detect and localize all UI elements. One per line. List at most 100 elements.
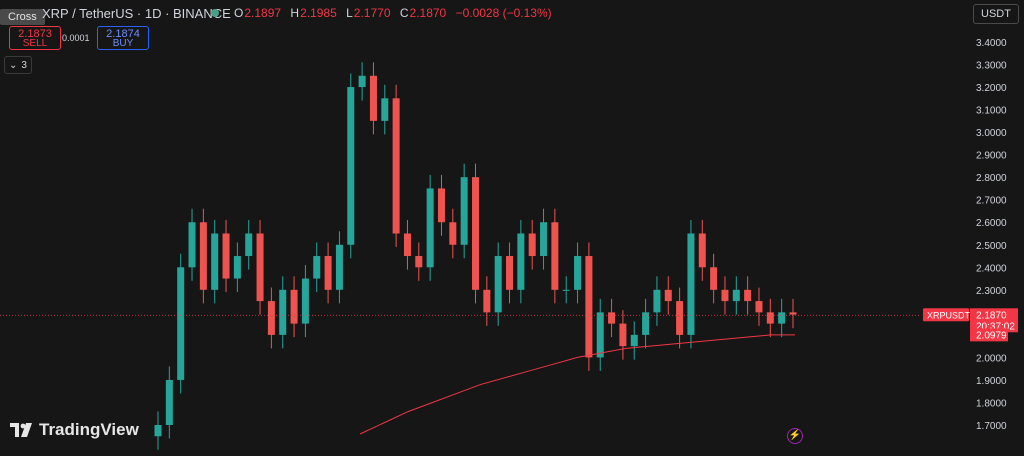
y-tick-label: 3.0000 bbox=[976, 128, 1007, 139]
indicators-toggle-button[interactable]: ⌄ 3 bbox=[4, 56, 32, 74]
candle bbox=[732, 289, 740, 302]
moving-average-line bbox=[359, 334, 795, 435]
candle bbox=[562, 289, 570, 291]
y-tick-label: 1.8000 bbox=[976, 398, 1007, 409]
y-tick-label: 3.2000 bbox=[976, 83, 1007, 94]
candle bbox=[766, 312, 774, 324]
candle bbox=[698, 233, 706, 268]
candle bbox=[687, 233, 695, 335]
candle bbox=[551, 222, 559, 290]
candle bbox=[585, 256, 593, 358]
candle bbox=[506, 256, 514, 290]
indicators-count: 3 bbox=[21, 59, 27, 71]
y-tick-label: 2.4000 bbox=[976, 263, 1007, 274]
candle bbox=[426, 188, 434, 268]
candle bbox=[313, 256, 321, 279]
candle bbox=[721, 289, 729, 302]
candle bbox=[664, 289, 672, 302]
crosshair-tooltip: Cross bbox=[0, 9, 45, 25]
sell-button[interactable]: 2.1873 SELL bbox=[9, 26, 61, 50]
candle bbox=[199, 222, 207, 290]
buy-label: BUY bbox=[112, 38, 134, 49]
candle bbox=[211, 233, 219, 290]
candle bbox=[619, 323, 627, 347]
candle bbox=[392, 98, 400, 234]
candle bbox=[188, 222, 196, 268]
lightning-icon[interactable]: ⚡ bbox=[787, 428, 803, 444]
market-status-icon[interactable] bbox=[211, 9, 219, 17]
candle bbox=[165, 379, 173, 425]
sell-label: SELL bbox=[22, 38, 48, 49]
candle bbox=[335, 244, 343, 290]
symbol-tag bbox=[923, 308, 969, 322]
candle bbox=[222, 233, 230, 279]
candle bbox=[778, 312, 786, 324]
candle bbox=[494, 256, 502, 313]
candle bbox=[403, 233, 411, 257]
candle bbox=[347, 87, 355, 245]
candle bbox=[574, 256, 582, 290]
candle bbox=[369, 75, 377, 121]
price-change: −0.0028 (−0.13%) bbox=[455, 6, 552, 20]
candle bbox=[472, 177, 479, 290]
candle bbox=[642, 312, 650, 335]
candle bbox=[301, 278, 309, 324]
spread-value: 0.0001 bbox=[62, 33, 90, 43]
last-price-label: 2.1870 bbox=[976, 310, 1007, 321]
candle bbox=[154, 425, 162, 437]
candle bbox=[358, 75, 366, 88]
chart-header: Cross XRP / TetherUS · 1D · BINANCE O2.1… bbox=[0, 0, 1024, 26]
countdown-label: 20:37:02 bbox=[976, 321, 1015, 332]
y-tick-label: 1.9000 bbox=[976, 376, 1007, 387]
y-tick-label: 3.3000 bbox=[976, 61, 1007, 72]
candle bbox=[256, 233, 264, 302]
y-tick-label: 2.0000 bbox=[976, 353, 1007, 364]
candle bbox=[710, 267, 718, 290]
y-tick-label: 2.3000 bbox=[976, 286, 1007, 297]
candle bbox=[279, 289, 287, 335]
candle bbox=[596, 312, 604, 358]
tradingview-logo[interactable]: TradingView bbox=[10, 420, 139, 440]
candle bbox=[437, 188, 445, 223]
currency-button[interactable]: USDT bbox=[973, 4, 1019, 24]
candle bbox=[676, 301, 684, 335]
candle bbox=[233, 256, 241, 279]
candle bbox=[324, 256, 332, 290]
candle bbox=[177, 267, 185, 380]
y-tick-label: 3.4000 bbox=[976, 38, 1007, 49]
candle bbox=[381, 98, 389, 121]
candle bbox=[789, 312, 797, 315]
sell-price: 2.1873 bbox=[18, 28, 52, 40]
candle bbox=[540, 222, 548, 257]
candle bbox=[290, 289, 298, 324]
candle bbox=[608, 312, 616, 324]
y-tick-label: 2.8000 bbox=[976, 173, 1007, 184]
candle bbox=[630, 334, 638, 347]
candle bbox=[245, 233, 253, 257]
y-tick-label: 2.6000 bbox=[976, 218, 1007, 229]
candle bbox=[517, 233, 525, 290]
chevron-down-icon: ⌄ bbox=[9, 59, 18, 71]
y-tick-label: 2.5000 bbox=[976, 241, 1007, 252]
candle bbox=[483, 289, 491, 313]
symbol-tag-label: XRPUSDT bbox=[927, 310, 971, 320]
brand-label: TradingView bbox=[39, 420, 139, 439]
ohlc-legend: O2.1897 H2.1985 L2.1770 C2.1870 −0.0028 … bbox=[234, 6, 552, 20]
tradingview-logo-icon bbox=[10, 423, 32, 437]
candle bbox=[528, 233, 536, 257]
candle bbox=[449, 222, 457, 245]
buy-price: 2.1874 bbox=[106, 28, 140, 40]
y-tick-label: 2.7000 bbox=[976, 196, 1007, 207]
y-tick-label: 2.9000 bbox=[976, 151, 1007, 162]
ma-price-label: 2.0979 bbox=[976, 330, 1007, 341]
candle bbox=[653, 289, 661, 313]
y-tick-label: 3.1000 bbox=[976, 106, 1007, 117]
candle bbox=[460, 177, 468, 245]
ma-price-tag bbox=[970, 328, 1008, 342]
candle bbox=[267, 301, 275, 335]
candle bbox=[755, 301, 763, 313]
candle bbox=[415, 256, 423, 268]
buy-button[interactable]: 2.1874 BUY bbox=[97, 26, 149, 50]
symbol-title[interactable]: XRP / TetherUS · 1D · BINANCE bbox=[42, 6, 231, 21]
